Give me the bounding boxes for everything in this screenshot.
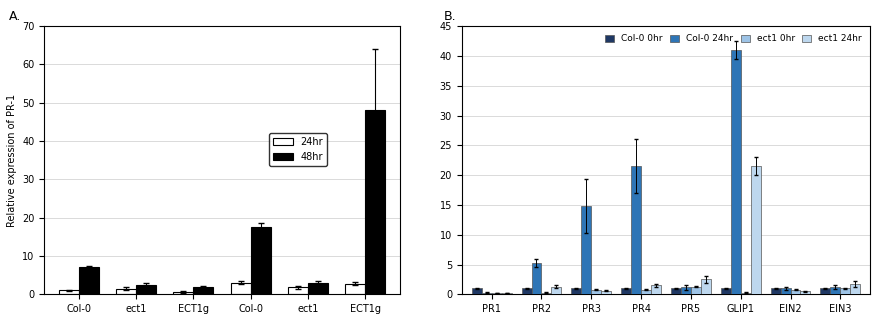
Bar (681, 287, 691, 294)
Bar (250, 227, 271, 294)
Bar (721, 288, 731, 294)
Bar (851, 284, 860, 294)
Bar (532, 263, 542, 294)
Bar (601, 291, 611, 294)
Bar (582, 206, 591, 294)
Text: A.: A. (9, 10, 21, 23)
Bar (622, 288, 631, 294)
Bar (59, 290, 79, 294)
Bar (571, 288, 582, 294)
Bar (551, 286, 561, 294)
Bar (472, 288, 481, 294)
Bar (781, 288, 790, 294)
Bar (345, 284, 365, 294)
Bar (741, 293, 750, 294)
Bar (671, 288, 681, 294)
Bar (231, 283, 250, 294)
Bar (481, 293, 492, 294)
Bar (492, 293, 502, 294)
Bar (691, 286, 701, 294)
Bar (800, 291, 811, 294)
Bar (288, 287, 308, 294)
Bar (308, 283, 328, 294)
Bar (502, 293, 511, 294)
Bar (173, 292, 194, 294)
Bar (116, 288, 136, 294)
Bar (591, 289, 601, 294)
Bar (830, 287, 840, 294)
Bar (542, 293, 551, 294)
Bar (790, 289, 800, 294)
Bar (750, 166, 761, 294)
Bar (631, 166, 641, 294)
Bar (651, 285, 661, 294)
Bar (771, 288, 781, 294)
Bar (731, 50, 741, 294)
Bar (701, 279, 710, 294)
Bar (136, 285, 156, 294)
Bar (821, 288, 830, 294)
Y-axis label: Relative expression of PR-1: Relative expression of PR-1 (7, 94, 17, 227)
Bar (521, 288, 532, 294)
Bar (79, 267, 99, 294)
Text: B.: B. (444, 10, 456, 23)
Legend: Col-0 0hr, Col-0 24hr, ect1 0hr, ect1 24hr: Col-0 0hr, Col-0 24hr, ect1 0hr, ect1 24… (601, 31, 866, 47)
Bar (641, 289, 651, 294)
Legend: 24hr, 48hr: 24hr, 48hr (269, 133, 327, 165)
Bar (365, 111, 385, 294)
Bar (194, 287, 213, 294)
Bar (840, 288, 851, 294)
